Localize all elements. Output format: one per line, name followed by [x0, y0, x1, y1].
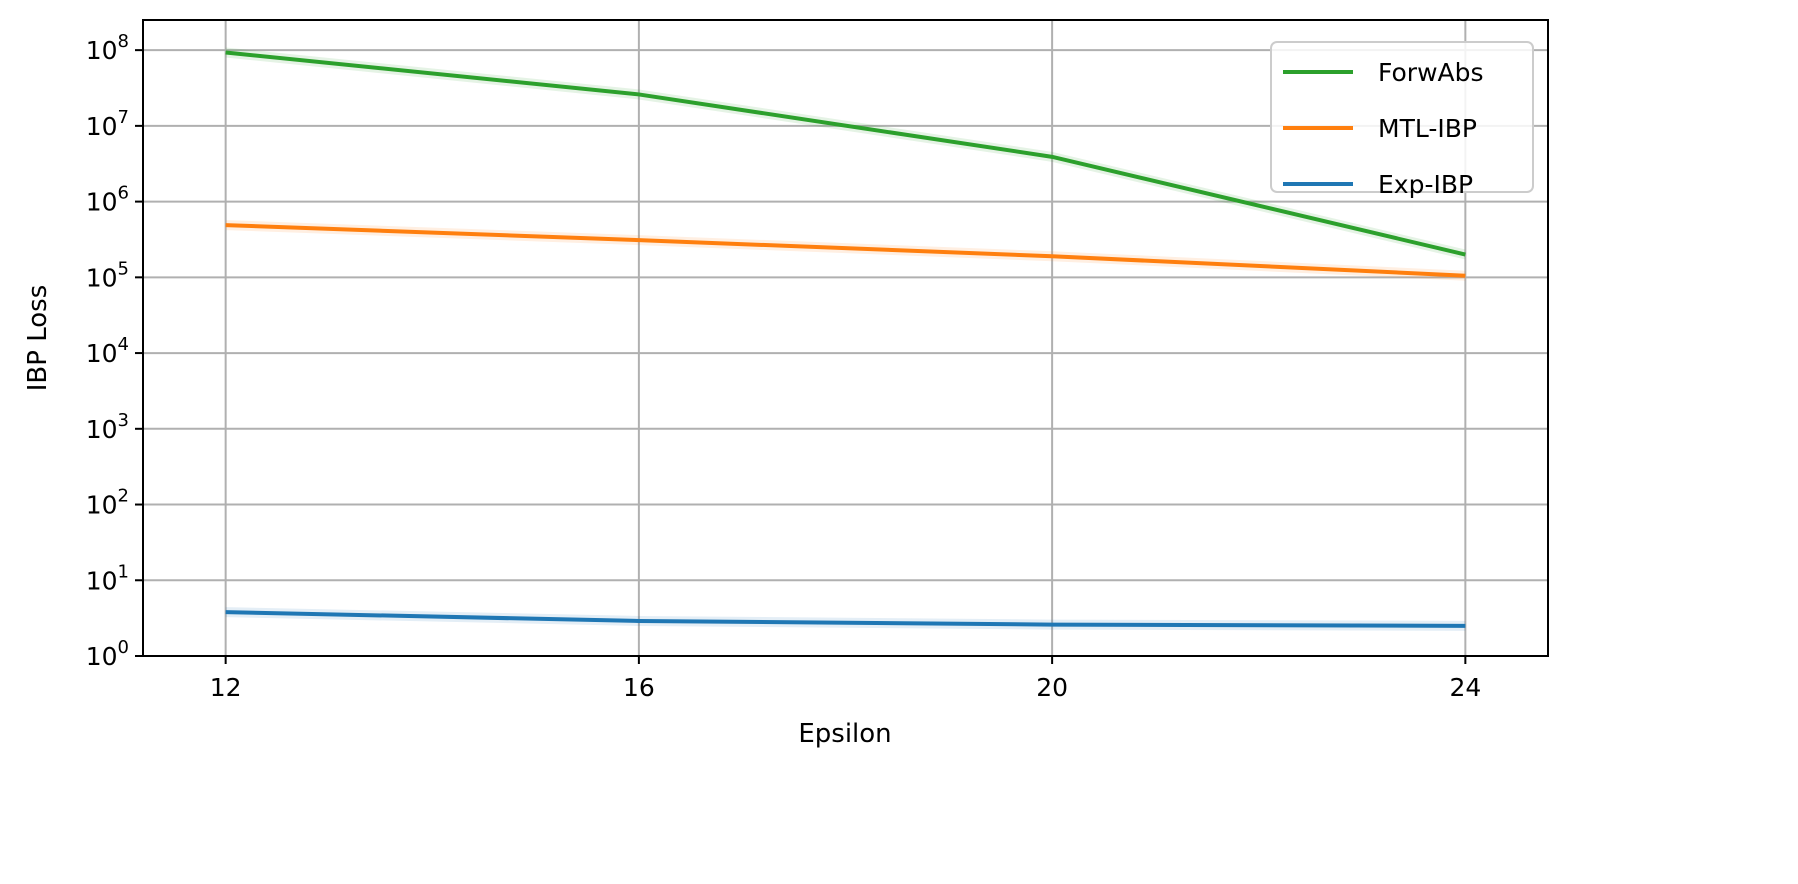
legend-label: ForwAbs — [1378, 58, 1484, 87]
legend-box — [1270, 41, 1534, 193]
line-mtl-ibp — [225, 223, 1466, 278]
y-axis-label: IBP Loss — [23, 285, 53, 391]
line-forwabs — [225, 50, 1466, 257]
y-tick-label: 102 — [86, 486, 129, 520]
y-tick-label: 103 — [86, 410, 129, 444]
y-tick-label: 105 — [86, 258, 129, 292]
x-tick-label: 12 — [210, 673, 242, 702]
x-tick-label: 20 — [1036, 673, 1068, 702]
y-tick-label: 108 — [86, 31, 129, 65]
legend-label: Exp-IBP — [1378, 170, 1473, 199]
line-exp-ibp — [225, 610, 1466, 628]
x-tick-label: 16 — [623, 673, 655, 702]
band-forwabs — [225, 47, 1466, 260]
y-tick-label: 104 — [86, 334, 129, 368]
series-lines — [225, 50, 1466, 628]
y-axis-ticks: 100 101 102 103 104 105 106 107 108 — [86, 31, 143, 671]
band-exp-ibp — [225, 607, 1466, 631]
y-tick-label: 107 — [86, 107, 129, 141]
x-axis-ticks: 12 16 20 24 — [210, 656, 1481, 702]
legend: ForwAbs MTL-IBP Exp-IBP — [1270, 41, 1534, 199]
x-tick-label: 24 — [1449, 673, 1481, 702]
x-axis-label: Epsilon — [798, 719, 891, 749]
y-tick-label: 100 — [86, 637, 129, 671]
plot-frame — [142, 19, 1549, 657]
y-tick-label: 106 — [86, 183, 129, 217]
band-mtl-ibp — [225, 220, 1466, 281]
y-tick-label: 101 — [86, 561, 129, 595]
legend-label: MTL-IBP — [1378, 114, 1477, 143]
